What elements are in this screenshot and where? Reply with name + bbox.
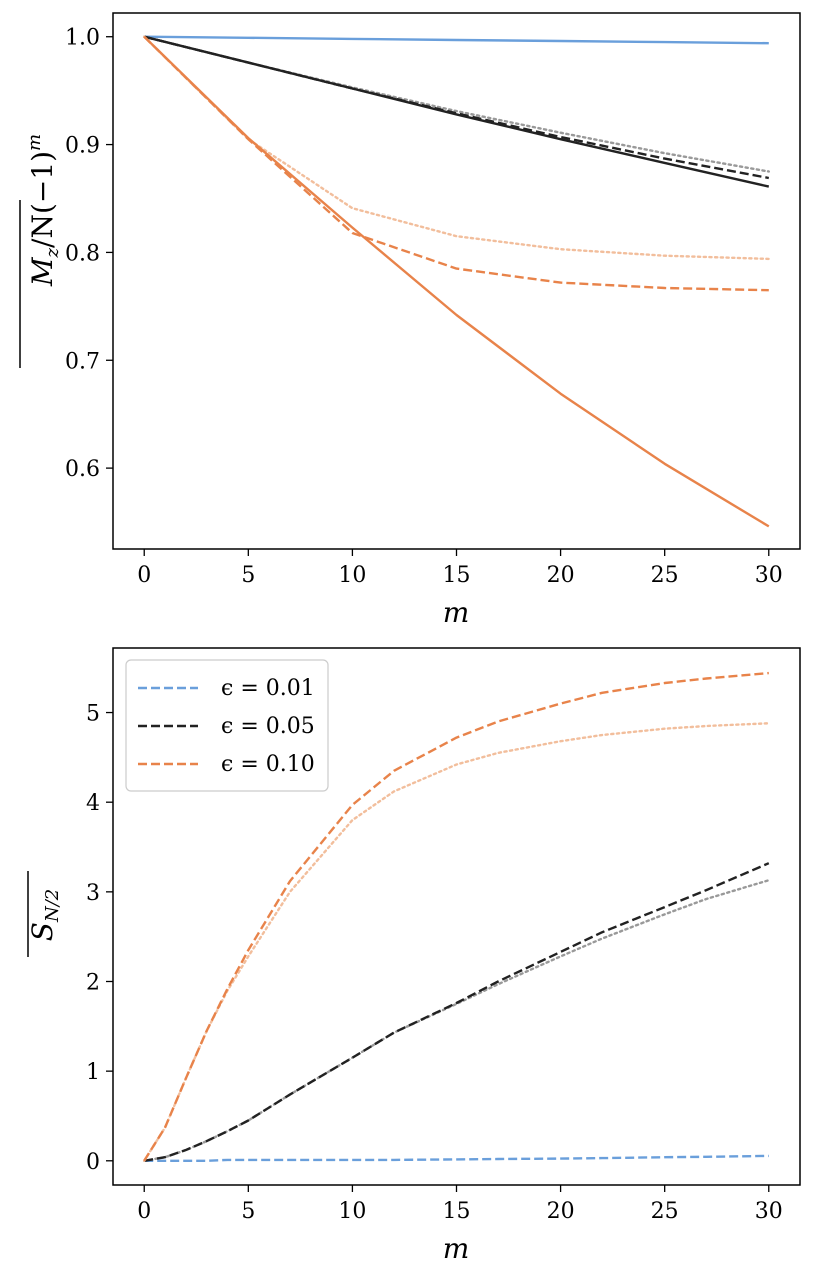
magnetization-y-axis-label: Mz/N(−1)m bbox=[19, 134, 63, 368]
x-tick-label: 15 bbox=[443, 563, 471, 588]
magnetization-y-ticks: 0.6 0.7 0.8 0.9 1.0 bbox=[65, 26, 113, 482]
y-tick-label: 0.8 bbox=[65, 241, 100, 266]
y-tick-label: 2 bbox=[86, 970, 100, 995]
y-tick-label: 0.6 bbox=[65, 457, 100, 482]
x-tick-label: 30 bbox=[755, 1199, 783, 1224]
entropy-y-axis-label: SN/2 bbox=[26, 871, 63, 957]
ylabel-main: M bbox=[26, 256, 59, 287]
x-tick-label: 0 bbox=[137, 563, 151, 588]
ylabel-sub: z bbox=[42, 247, 63, 258]
series-line--0-05-dotted bbox=[142, 35, 770, 173]
x-tick-label: 0 bbox=[137, 1199, 151, 1224]
legend-label-eps-005: ϵ = 0.05 bbox=[221, 714, 315, 739]
legend-box bbox=[125, 659, 329, 792]
series-line--0-10-dashed bbox=[143, 35, 769, 292]
y-tick-label: 0.9 bbox=[65, 134, 100, 159]
ylabel-rest: /N(−1) bbox=[26, 151, 59, 248]
y-tick-label: 1.0 bbox=[65, 26, 100, 51]
entropy-series bbox=[142, 671, 770, 1163]
y-tick-label: 3 bbox=[86, 881, 100, 906]
x-tick-label: 10 bbox=[338, 1199, 366, 1224]
series-line--0-10-dashed bbox=[143, 671, 769, 1162]
series-line--0-05-solid bbox=[143, 35, 770, 188]
magnetization-series bbox=[142, 35, 770, 528]
entropy-x-axis-label: m bbox=[443, 1232, 470, 1265]
svg-text:Mz/N(−1)m: Mz/N(−1)m bbox=[24, 134, 63, 287]
legend-label-eps-001: ϵ = 0.01 bbox=[221, 676, 315, 701]
magnetization-x-ticks: 0 5 10 15 20 25 30 bbox=[137, 549, 783, 588]
svg-text:SN/2: SN/2 bbox=[26, 889, 63, 941]
y-tick-label: 1 bbox=[86, 1060, 100, 1085]
magnetization-plot-frame bbox=[112, 12, 801, 550]
x-tick-label: 20 bbox=[547, 563, 575, 588]
x-tick-label: 5 bbox=[241, 1199, 255, 1224]
x-tick-label: 15 bbox=[443, 1199, 471, 1224]
x-tick-label: 5 bbox=[241, 563, 255, 588]
x-tick-label: 20 bbox=[547, 1199, 575, 1224]
magnetization-x-axis-label: m bbox=[443, 596, 470, 629]
y-tick-label: 0 bbox=[86, 1150, 100, 1175]
y-tick-label: 0.7 bbox=[65, 349, 100, 374]
entropy-y-ticks: 0 1 2 3 4 5 bbox=[86, 702, 113, 1175]
y-tick-label: 5 bbox=[86, 702, 100, 727]
y-tick-label: 4 bbox=[86, 791, 100, 816]
series-line--0-05-dashed bbox=[143, 862, 770, 1162]
ylabel-main: S bbox=[26, 922, 59, 941]
series-line--0-10-dotted bbox=[142, 35, 770, 261]
series-line--0-05-dotted bbox=[142, 879, 770, 1163]
x-tick-label: 25 bbox=[651, 1199, 679, 1224]
series-line--0-05-dashed bbox=[143, 35, 770, 180]
legend-label-eps-010: ϵ = 0.10 bbox=[221, 752, 315, 777]
magnetization-chart: 0 5 10 15 20 25 30 0.60.70.80.91.0 m Mz/N(−1)m bbox=[19, 12, 801, 629]
x-tick-label: 10 bbox=[338, 563, 366, 588]
entropy-x-ticks: 0 5 10 15 20 25 30 bbox=[137, 1185, 783, 1224]
x-tick-label: 30 bbox=[755, 563, 783, 588]
series-line--0-01-solid bbox=[144, 35, 769, 45]
series-line--0-10-solid bbox=[143, 35, 770, 528]
x-tick-label: 25 bbox=[651, 563, 679, 588]
series-line--0-01-dashed bbox=[144, 1154, 769, 1163]
legend: ϵ = 0.01 ϵ = 0.05 ϵ = 0.10 bbox=[125, 659, 329, 792]
ylabel-sub: N/2 bbox=[42, 889, 63, 923]
ylabel-sup: m bbox=[24, 134, 45, 151]
entropy-chart: 0 5 10 15 20 25 30 0 1 2 3 4 5 m SN/2 ϵ = 0.01 ϵ = … bbox=[26, 647, 801, 1265]
